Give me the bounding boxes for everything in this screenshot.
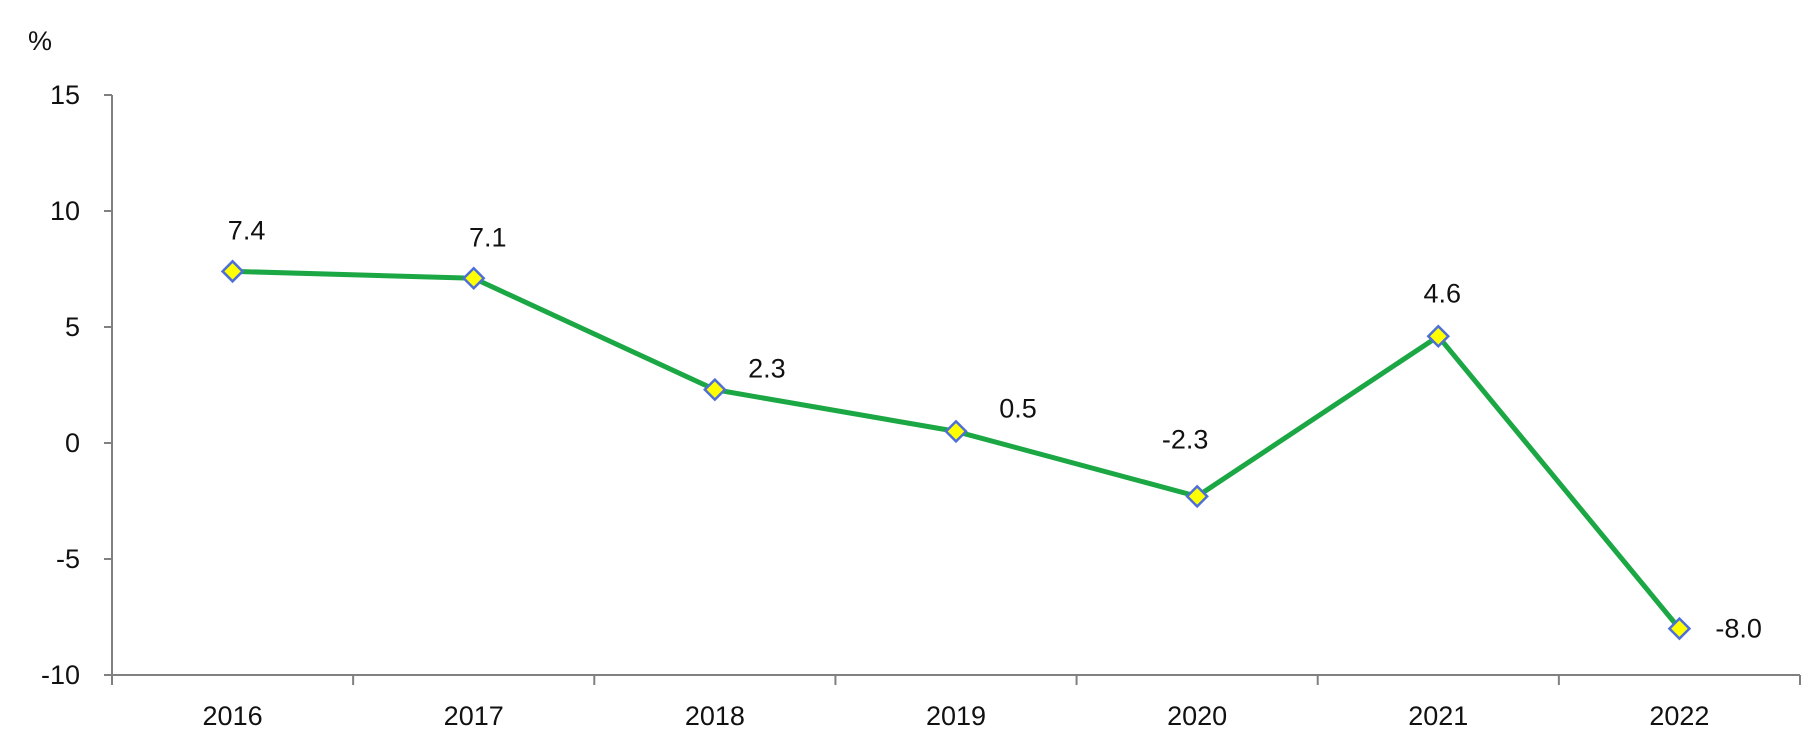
data-point-marker [461,266,486,291]
markers-group [220,259,1692,641]
data-point-marker [944,419,968,444]
series-line [232,268,1682,631]
x-tick-label: 2020 [1167,701,1227,731]
data-label: 7.1 [469,222,507,252]
x-tick-labels: 2016 2017 2018 2019 2020 2021 2022 [203,701,1710,731]
data-label: 0.5 [999,393,1037,423]
y-axis-unit-label: % [28,26,52,56]
data-labels-group: 7.4 7.1 2.3 0.5 -2.3 4.6 -8.0 [228,215,1762,643]
y-tick-label: 15 [50,80,80,110]
y-tick-label: 10 [50,196,80,226]
data-label: 2.3 [748,354,786,384]
data-point-marker [1426,324,1451,349]
y-tick-label: -10 [41,660,80,690]
x-tick-label: 2017 [444,701,504,731]
x-tick-label: 2019 [926,701,986,731]
data-point-marker [1185,484,1209,509]
data-point-marker [703,377,727,402]
series-line-group [232,268,1682,631]
data-point-marker [220,259,245,284]
axes [104,94,1801,685]
y-tick-labels: 15 10 5 0 -5 -10 [41,80,80,690]
x-tick-label: 2018 [685,701,745,731]
x-tick-label: 2022 [1649,701,1709,731]
data-point-marker [1667,616,1692,641]
y-tick-label: 0 [65,428,80,458]
x-tick-label: 2016 [203,701,263,731]
data-label: 4.6 [1424,278,1462,308]
data-label: 7.4 [228,215,266,245]
y-tick-label: 5 [65,312,80,342]
x-tick-label: 2021 [1408,701,1468,731]
data-label: -2.3 [1162,424,1209,454]
data-label: -8.0 [1715,614,1762,644]
y-tick-label: -5 [56,544,80,574]
